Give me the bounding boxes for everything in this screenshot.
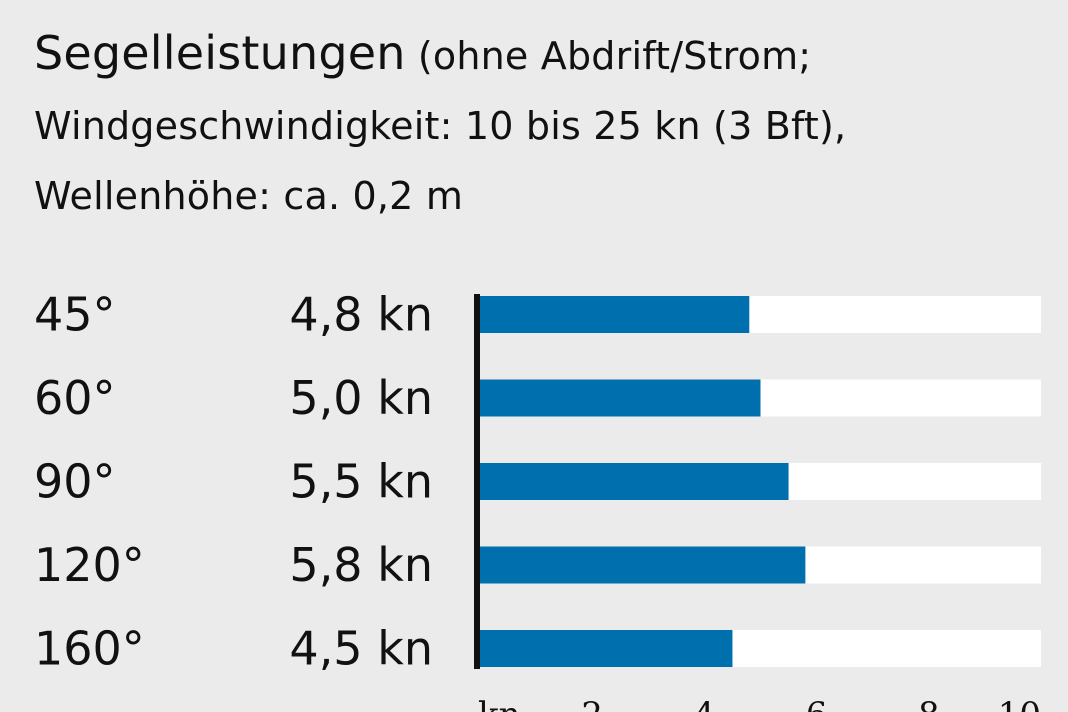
value-label-2: 5,5 kn [289, 455, 433, 509]
value-label-0: 4,8 kn [289, 288, 433, 342]
bar-2 [480, 463, 789, 500]
x-tick-label-3: 6 [806, 695, 828, 712]
x-tick-label-1: 2 [581, 695, 603, 712]
value-label-3: 5,8 kn [289, 538, 433, 592]
bar-3 [480, 546, 806, 584]
title-main: Segelleistungen [34, 26, 406, 80]
title-line-3: Wellenhöhe: ca. 0,2 m [34, 174, 464, 218]
chart-title: Segelleistungen (ohne Abdrift/Strom; Win… [34, 18, 1044, 231]
bar-1 [480, 379, 761, 417]
bar-0 [480, 296, 750, 333]
x-tick-label-2: 4 [694, 695, 716, 712]
title-line-2: Windgeschwindigkeit: 10 bis 25 kn (3 Bft… [34, 104, 847, 148]
x-tick-label-5: 10 [998, 695, 1041, 712]
category-label-2: 90° [34, 455, 116, 509]
bar-4 [480, 630, 733, 667]
category-label-3: 120° [34, 538, 145, 592]
title-line-1: Segelleistungen (ohne Abdrift/Strom; [34, 18, 1044, 91]
title-subtitle-start: (ohne Abdrift/Strom; [417, 34, 812, 78]
category-label-4: 160° [34, 622, 145, 676]
y-axis-line [474, 294, 480, 669]
x-tick-label-0: kn [478, 695, 521, 712]
value-label-1: 5,0 kn [289, 371, 433, 425]
x-tick-label-4: 8 [918, 695, 940, 712]
value-label-4: 4,5 kn [289, 622, 433, 676]
category-label-1: 60° [34, 371, 116, 425]
category-label-0: 45° [34, 288, 116, 342]
